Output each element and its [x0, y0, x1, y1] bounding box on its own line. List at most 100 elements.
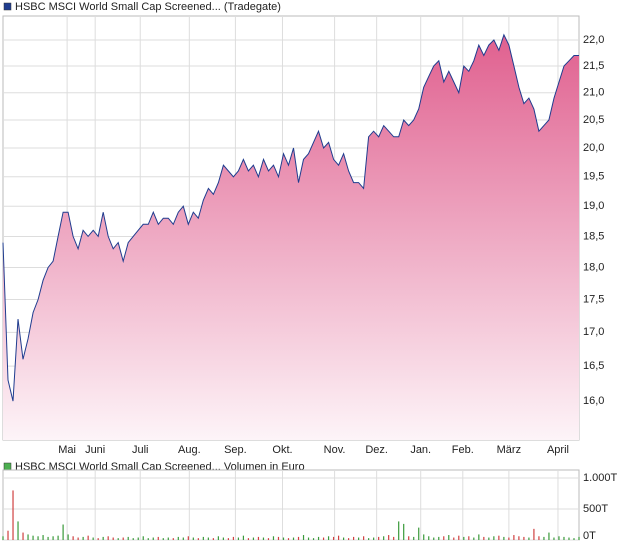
volume-bar	[37, 536, 39, 540]
volume-bar	[27, 534, 29, 540]
volume-bar	[518, 536, 520, 540]
volume-bar	[207, 537, 209, 540]
volume-bar	[97, 538, 99, 540]
volume-bar	[272, 536, 275, 540]
volume-bar	[458, 535, 460, 540]
volume-bar	[252, 537, 255, 540]
volume-bar	[488, 537, 490, 540]
volume-bar	[87, 535, 89, 540]
volume-bar	[82, 536, 84, 540]
volume-bar	[192, 537, 194, 540]
volume-bar	[337, 535, 340, 540]
legend-label: HSBC MSCI World Small Cap Screened... (T…	[15, 1, 281, 13]
x-tick-label: Nov.	[324, 444, 346, 456]
x-tick-label: April	[547, 444, 569, 456]
volume-bar	[383, 536, 385, 540]
volume-bar	[358, 537, 360, 540]
y-tick-label: 500T	[583, 503, 608, 515]
volume-bar	[287, 538, 290, 540]
volume-bar	[508, 537, 510, 540]
volume-bar	[147, 538, 149, 540]
x-tick-label: Feb.	[452, 444, 474, 456]
volume-bar	[217, 536, 219, 540]
volume-bar	[498, 535, 500, 540]
volume-bar	[548, 532, 550, 540]
plot-area	[2, 469, 580, 541]
volume-bar	[177, 536, 179, 540]
volume-bar	[538, 536, 540, 540]
volume-bar	[12, 490, 14, 540]
y-tick-label: 22,0	[583, 34, 604, 46]
y-tick-label: 17,5	[583, 293, 604, 305]
volume-bar	[52, 536, 54, 540]
volume-bar	[187, 536, 189, 540]
volume-bar	[262, 537, 265, 540]
volume-bar	[368, 538, 370, 540]
price-line	[2, 33, 579, 402]
y-tick-label: 16,5	[583, 360, 604, 372]
volume-bar	[102, 536, 104, 540]
volume-bar	[237, 537, 240, 540]
volume-bar	[573, 538, 575, 540]
volume-bar	[282, 537, 285, 540]
volume-bar	[438, 536, 440, 540]
volume-bar	[393, 536, 395, 540]
volume-bar	[2, 536, 4, 540]
volume-bar	[413, 536, 415, 540]
volume-bar	[433, 537, 435, 540]
volume-bar	[257, 536, 260, 540]
volume-bar	[327, 536, 330, 540]
volume-bar	[317, 536, 320, 540]
x-tick-label: Jan.	[410, 444, 431, 456]
volume-bar	[398, 521, 400, 540]
volume-bar	[563, 536, 565, 540]
x-tick-label: Sep.	[224, 444, 247, 456]
volume-bar	[378, 536, 380, 540]
volume-bar	[513, 535, 515, 540]
volume-bar	[578, 536, 580, 540]
volume-bar	[277, 536, 280, 540]
y-tick-label: 17,0	[583, 326, 604, 338]
volume-bar	[127, 536, 129, 540]
volume-bar	[558, 536, 560, 540]
volume-bar	[418, 527, 420, 540]
volume-bar	[137, 537, 139, 540]
y-tick-label: 20,0	[583, 142, 604, 154]
volume-bar	[172, 538, 174, 540]
volume-bar	[22, 532, 24, 540]
volume-bar	[42, 535, 44, 540]
volume-bar	[117, 538, 119, 540]
volume-bar	[408, 536, 410, 540]
volume-bar	[222, 537, 224, 540]
volume-bar	[448, 535, 450, 540]
volume-bar	[67, 534, 69, 540]
volume-bar	[553, 537, 555, 540]
volume-bar	[523, 536, 525, 540]
volume-bar	[483, 536, 485, 540]
volume-bar	[247, 538, 250, 540]
volume-bar	[307, 537, 310, 540]
volume-bar	[453, 537, 455, 540]
volume-bar	[478, 534, 480, 540]
volume-bar	[62, 524, 64, 540]
x-tick-label: Aug.	[178, 444, 201, 456]
volume-bar	[242, 535, 245, 540]
x-tick-label: Dez.	[365, 444, 388, 456]
volume-bar	[468, 536, 470, 540]
volume-bar	[142, 536, 144, 540]
legend-swatch	[3, 2, 12, 11]
volume-bar	[373, 537, 375, 540]
volume-bar	[403, 523, 405, 540]
x-tick-label: Juni	[85, 444, 105, 456]
x-tick-label: März	[497, 444, 521, 456]
volume-bar	[182, 537, 184, 540]
volume-bar	[503, 536, 505, 540]
area-fill	[3, 34, 579, 441]
volume-bar	[112, 537, 114, 540]
volume-bar	[232, 536, 234, 540]
volume-bar	[162, 538, 164, 540]
volume-bar	[312, 538, 315, 540]
volume-bar	[57, 535, 59, 540]
volume-bar	[167, 537, 169, 540]
y-tick-label: 19,0	[583, 200, 604, 212]
